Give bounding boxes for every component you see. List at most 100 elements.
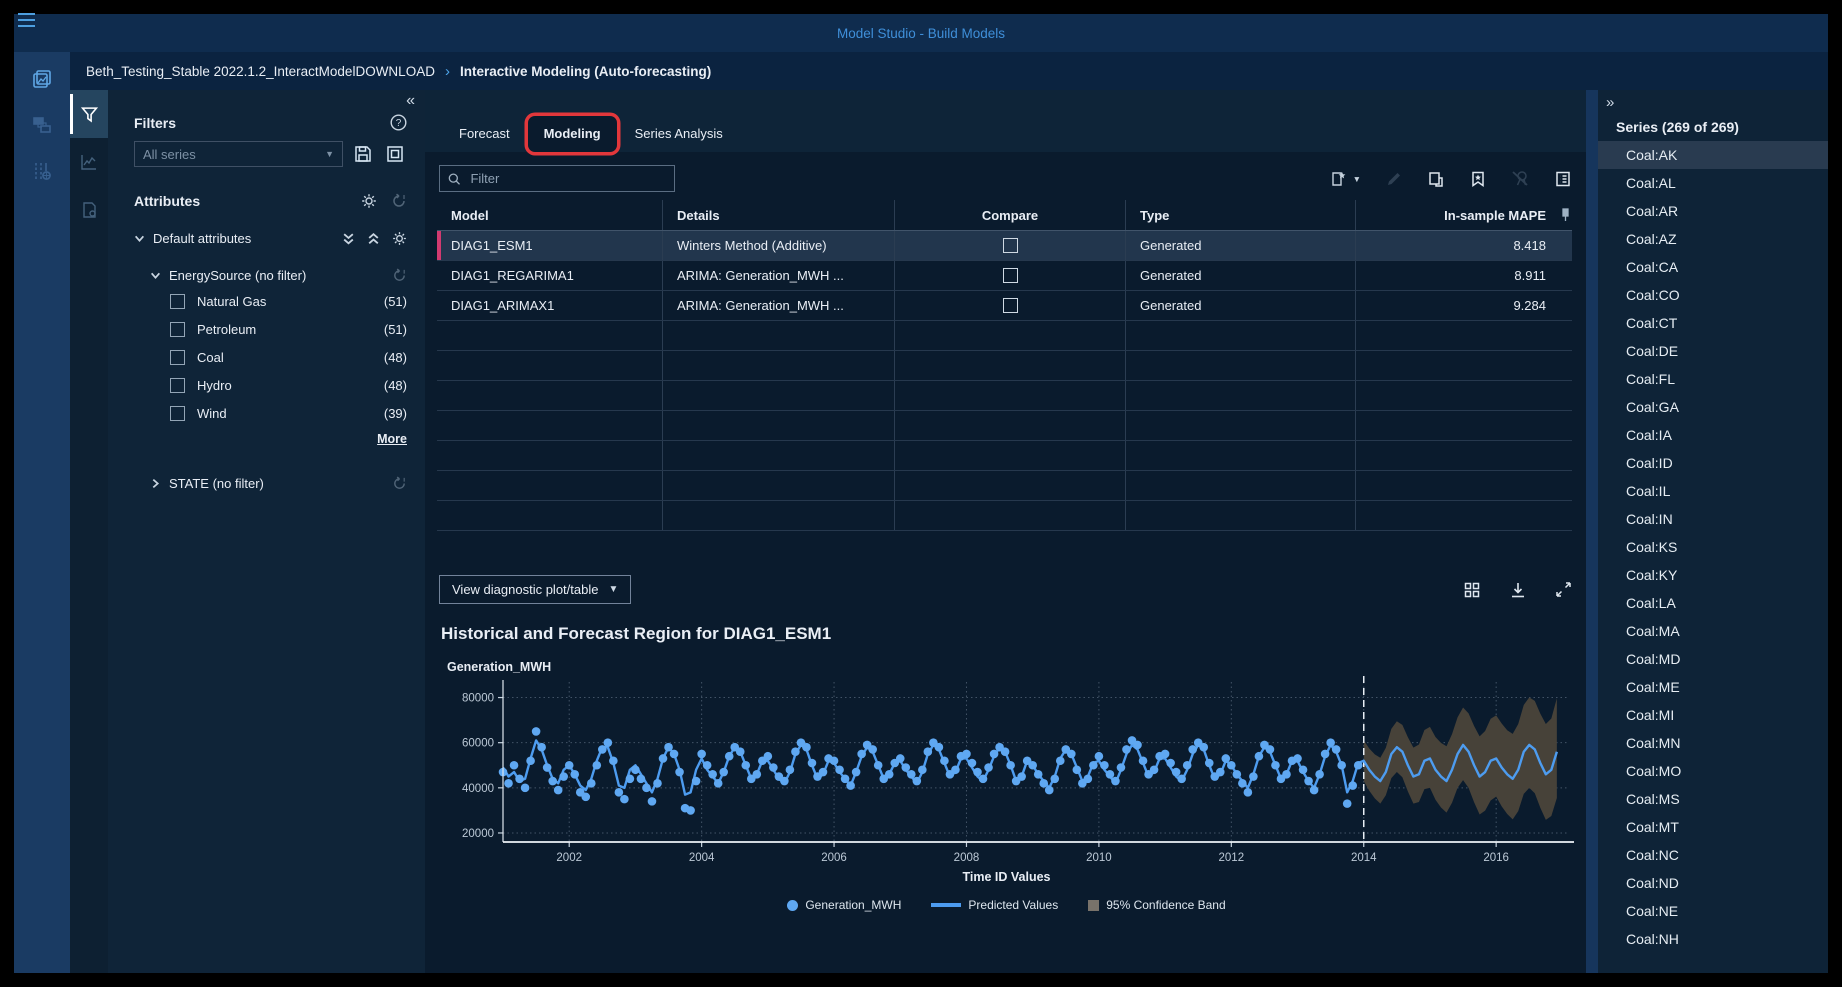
pipelines-icon[interactable] <box>31 114 53 136</box>
table-row[interactable]: DIAG1_REGARIMA1ARIMA: Generation_MWH ...… <box>437 261 1572 291</box>
series-list-item[interactable]: Coal:IN <box>1598 505 1828 533</box>
series-list-item[interactable]: Coal:DE <box>1598 337 1828 365</box>
series-list-item[interactable]: Coal:MS <box>1598 785 1828 813</box>
series-list-item[interactable]: Coal:MN <box>1598 729 1828 757</box>
table-empty-row[interactable] <box>437 471 1572 501</box>
collapse-all-icon[interactable] <box>367 232 380 246</box>
gear-icon[interactable] <box>361 193 377 209</box>
series-list-item[interactable]: Coal:CT <box>1598 309 1828 337</box>
series-list-item[interactable]: Coal:AK <box>1598 141 1828 169</box>
column-header[interactable]: In-sample MAPE <box>1356 200 1572 230</box>
reset-filter-icon[interactable] <box>391 193 407 209</box>
reset-filter-icon[interactable] <box>392 268 407 283</box>
table-empty-row[interactable] <box>437 321 1572 351</box>
series-list-item[interactable]: Coal:KS <box>1598 533 1828 561</box>
data-icon[interactable] <box>31 160 53 182</box>
expand-all-icon[interactable] <box>342 232 355 246</box>
table-empty-row[interactable] <box>437 441 1572 471</box>
series-list-item[interactable]: Coal:MI <box>1598 701 1828 729</box>
series-list-item[interactable]: Coal:ID <box>1598 449 1828 477</box>
projects-icon[interactable] <box>31 68 53 90</box>
series-filter-dropdown[interactable]: All series ▼ <box>134 141 343 167</box>
tab-forecast[interactable]: Forecast <box>443 116 526 152</box>
download-icon[interactable] <box>1509 581 1527 599</box>
report-icon[interactable] <box>70 186 108 234</box>
series-list-item[interactable]: Coal:MT <box>1598 813 1828 841</box>
breadcrumb-project[interactable]: Beth_Testing_Stable 2022.1.2_InteractMod… <box>86 64 435 79</box>
series-list-item[interactable]: Coal:NH <box>1598 925 1828 953</box>
series-list-item[interactable]: Coal:KY <box>1598 561 1828 589</box>
series-list-item[interactable]: Coal:CO <box>1598 281 1828 309</box>
filter-checkbox-item[interactable]: Wind(39) <box>170 399 407 427</box>
checkbox[interactable] <box>170 294 185 309</box>
compare-checkbox[interactable] <box>1003 268 1018 283</box>
expand-icon[interactable] <box>1555 581 1572 598</box>
column-header[interactable]: Details <box>663 200 895 230</box>
table-filter-input[interactable] <box>468 170 666 187</box>
series-list-item[interactable]: Coal:LA <box>1598 589 1828 617</box>
filter-checkbox-item[interactable]: Petroleum(51) <box>170 315 407 343</box>
gear-icon[interactable] <box>392 231 407 246</box>
collapse-left-icon[interactable]: « <box>406 92 413 110</box>
series-list-item[interactable]: Coal:NE <box>1598 897 1828 925</box>
table-row[interactable]: DIAG1_ESM1Winters Method (Additive)Gener… <box>437 231 1572 261</box>
menu-icon[interactable] <box>14 9 44 31</box>
help-icon[interactable]: ? <box>390 114 407 131</box>
series-list-item[interactable]: Coal:ND <box>1598 869 1828 897</box>
series-list-item[interactable]: Coal:FL <box>1598 365 1828 393</box>
series-list-item[interactable]: Coal:ME <box>1598 673 1828 701</box>
compare-checkbox[interactable] <box>1003 238 1018 253</box>
tab-series-analysis[interactable]: Series Analysis <box>619 116 739 152</box>
bookmark-star-icon[interactable] <box>1469 170 1487 188</box>
tiles-icon[interactable] <box>1463 581 1481 599</box>
copy-icon[interactable] <box>1427 170 1445 188</box>
state-group-node[interactable]: STATE (no filter) <box>150 476 407 491</box>
filter-checkbox-item[interactable]: Hydro(48) <box>170 371 407 399</box>
series-list-item[interactable]: Coal:IA <box>1598 421 1828 449</box>
apply-filter-icon[interactable] <box>383 142 407 166</box>
table-empty-row[interactable] <box>437 411 1572 441</box>
table-empty-row[interactable] <box>437 351 1572 381</box>
reset-filter-icon[interactable] <box>392 476 407 491</box>
series-list-item[interactable]: Coal:GA <box>1598 393 1828 421</box>
save-filter-icon[interactable] <box>351 142 375 166</box>
checkbox[interactable] <box>170 378 185 393</box>
energysource-group-node[interactable]: EnergySource (no filter) <box>150 268 407 283</box>
edit-pencil-icon[interactable] <box>1385 170 1403 188</box>
view-diagnostic-dropdown[interactable]: View diagnostic plot/table▼ <box>439 575 631 604</box>
checkbox[interactable] <box>170 322 185 337</box>
tab-modeling[interactable]: Modeling <box>528 116 617 152</box>
series-list-item[interactable]: Coal:NC <box>1598 841 1828 869</box>
properties-icon[interactable] <box>1554 170 1572 188</box>
series-list-item[interactable]: Coal:AL <box>1598 169 1828 197</box>
series-list-item[interactable]: Coal:MO <box>1598 757 1828 785</box>
filter-checkbox-item[interactable]: Natural Gas(51) <box>170 287 407 315</box>
column-pin-icon[interactable] <box>1561 208 1570 222</box>
panel-splitter[interactable] <box>1586 90 1598 973</box>
timeseries-icon[interactable] <box>70 138 108 186</box>
new-model-icon[interactable]: ▼ <box>1330 169 1361 188</box>
series-list-item[interactable]: Coal:MD <box>1598 645 1828 673</box>
compare-checkbox[interactable] <box>1003 298 1018 313</box>
series-list-item[interactable]: Coal:AR <box>1598 197 1828 225</box>
checkbox[interactable] <box>170 350 185 365</box>
table-empty-row[interactable] <box>437 501 1572 531</box>
series-list-item[interactable]: Coal:IL <box>1598 477 1828 505</box>
more-link[interactable]: More <box>377 432 407 446</box>
champion-icon[interactable] <box>1511 169 1530 188</box>
column-header[interactable]: Type <box>1126 200 1356 230</box>
filter-funnel-icon[interactable] <box>70 90 108 138</box>
series-list-item[interactable]: Coal:AZ <box>1598 225 1828 253</box>
column-header[interactable]: Model <box>437 200 663 230</box>
filter-checkbox-item[interactable]: Coal(48) <box>170 343 407 371</box>
table-row[interactable]: DIAG1_ARIMAX1ARIMA: Generation_MWH ...Ge… <box>437 291 1572 321</box>
series-list-item[interactable]: Coal:CA <box>1598 253 1828 281</box>
chart-plot-area[interactable]: 2000040000600008000020022004200620082010… <box>439 676 1576 868</box>
expand-right-icon[interactable]: » <box>1606 94 1828 111</box>
checkbox[interactable] <box>170 406 185 421</box>
table-empty-row[interactable] <box>437 381 1572 411</box>
actual-point <box>648 797 657 806</box>
column-header[interactable]: Compare <box>895 200 1126 230</box>
default-attributes-node[interactable]: Default attributes <box>134 231 407 246</box>
series-list-item[interactable]: Coal:MA <box>1598 617 1828 645</box>
